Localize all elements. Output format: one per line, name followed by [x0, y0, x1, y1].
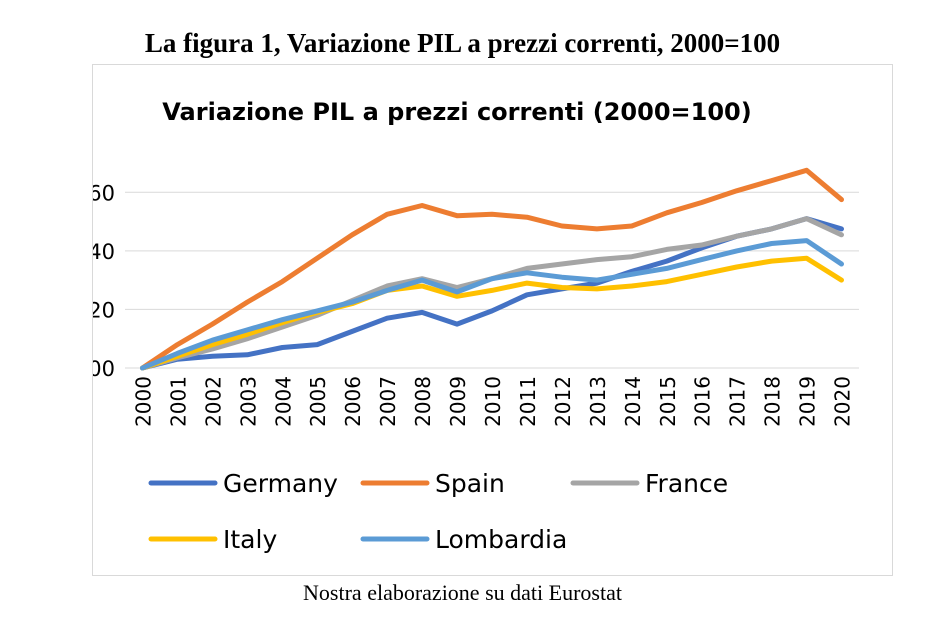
series-line-italy: [140, 255, 844, 371]
legend-label: Italy: [223, 525, 277, 554]
legend-label: Germany: [223, 469, 338, 498]
series-line-lombardia: [140, 238, 844, 371]
y-tick-label: 100: [93, 357, 115, 381]
line-chart: Variazione PIL a prezzi correnti (2000=1…: [93, 98, 859, 554]
x-tick-label: 2019: [796, 376, 820, 427]
y-tick-label: 120: [93, 298, 115, 322]
x-tick-label: 2001: [166, 376, 190, 427]
series-line-spain: [140, 167, 844, 371]
series-line-germany: [140, 216, 844, 371]
x-tick-label: 2012: [551, 376, 575, 427]
x-tick-label: 2013: [586, 376, 610, 427]
x-tick-label: 2020: [831, 376, 855, 427]
x-tick-label: 2011: [516, 376, 540, 427]
x-tick-label: 2002: [201, 376, 225, 427]
x-tick-label: 2018: [761, 376, 785, 427]
y-tick-label: 160: [93, 181, 115, 205]
legend-label: France: [645, 469, 728, 498]
series-line-france: [140, 216, 844, 371]
chart-container: Variazione PIL a prezzi correnti (2000=1…: [92, 64, 893, 576]
legend-label: Lombardia: [435, 525, 567, 554]
x-tick-label: 2004: [271, 376, 295, 427]
x-tick-label: 2010: [481, 376, 505, 427]
source-caption: Nostra elaborazione su dati Eurostat: [303, 580, 622, 605]
x-tick-label: 2000: [131, 376, 155, 427]
x-tick-label: 2009: [446, 376, 470, 427]
x-tick-label: 2003: [236, 376, 260, 427]
x-tick-label: 2008: [411, 376, 435, 427]
x-tick-label: 2005: [306, 376, 330, 427]
document-title: La figura 1, Variazione PIL a prezzi cor…: [144, 28, 781, 58]
x-tick-label: 2007: [376, 376, 400, 427]
x-tick-label: 2006: [341, 376, 365, 427]
x-tick-label: 2017: [726, 376, 750, 427]
y-tick-label: 140: [93, 240, 115, 264]
legend-label: Spain: [435, 469, 505, 498]
x-tick-label: 2014: [621, 376, 645, 427]
chart-title: Variazione PIL a prezzi correnti (2000=1…: [162, 98, 751, 126]
x-tick-label: 2016: [691, 376, 715, 427]
x-tick-label: 2015: [656, 376, 680, 427]
